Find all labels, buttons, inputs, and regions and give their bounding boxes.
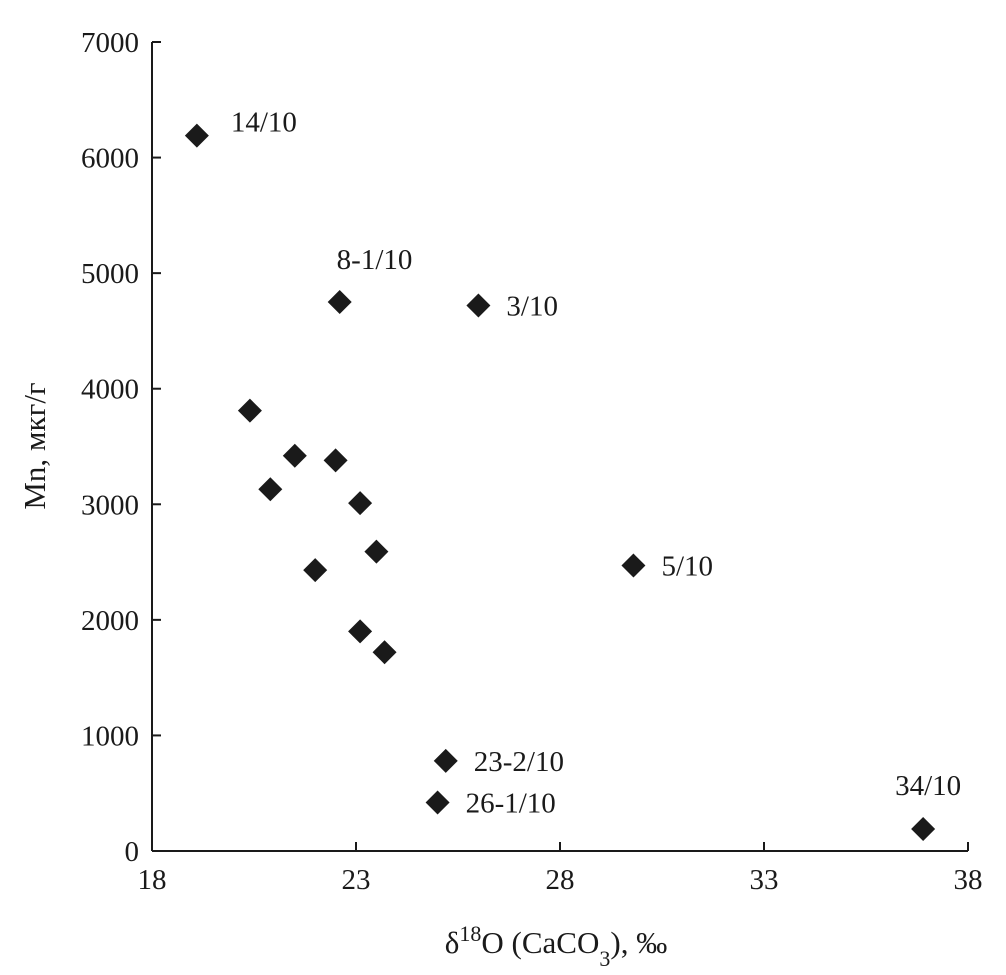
ticks: 0 1000 2000 3000 4000 5000 6000 7000 18 23 28 33 38 <box>81 27 983 896</box>
x-tick-label: 28 <box>546 864 575 896</box>
data-point-marker <box>364 539 389 564</box>
x-tick-label: 38 <box>954 864 983 896</box>
x-tick-label: 23 <box>342 864 371 896</box>
data-point-label: 3/10 <box>506 291 558 323</box>
x-axis-title-suffix: ), ‰ <box>610 925 667 960</box>
y-tick-label: 7000 <box>81 27 139 59</box>
data-point-marker <box>911 817 936 842</box>
data-point-marker <box>327 290 352 315</box>
data-point-marker <box>303 558 328 583</box>
data-point-marker <box>323 448 348 473</box>
x-tick-label: 33 <box>750 864 779 896</box>
x-tick-label: 18 <box>138 864 167 896</box>
data-points <box>184 123 936 842</box>
y-axis-title: Mn, мкг/г <box>17 382 52 509</box>
y-tick-label: 0 <box>125 836 140 868</box>
x-axis-title-mid: O (CaCO <box>481 925 599 960</box>
data-point-marker <box>184 123 209 148</box>
data-point-marker <box>433 748 458 773</box>
data-point-marker <box>425 790 450 815</box>
y-tick-label: 3000 <box>81 489 139 521</box>
data-point-marker <box>348 491 373 516</box>
x-axis-title-prefix: δ <box>445 925 460 960</box>
data-point-marker <box>466 293 491 318</box>
y-tick-label: 5000 <box>81 258 139 290</box>
x-axis-title: δ18O (CaCO3), ‰ <box>445 921 667 971</box>
data-point-label: 23-2/10 <box>474 746 564 778</box>
data-point-label: 8-1/10 <box>337 244 413 276</box>
data-point-label: 34/10 <box>895 770 961 802</box>
data-point-label: 26-1/10 <box>466 787 556 819</box>
axes <box>151 42 968 852</box>
point-labels: 14/10 8-1/10 3/10 5/10 23-2/10 26-1/10 34/10 <box>231 107 961 820</box>
y-tick-label: 6000 <box>81 143 139 175</box>
x-axis-title-sup: 18 <box>459 921 481 946</box>
y-tick-label: 1000 <box>81 720 139 752</box>
data-point-label: 5/10 <box>661 551 713 583</box>
data-point-marker <box>237 398 262 423</box>
data-point-marker <box>372 640 397 665</box>
data-point-marker <box>258 477 283 502</box>
y-tick-label: 4000 <box>81 374 139 406</box>
x-axis-title-sub: 3 <box>599 946 610 971</box>
data-point-marker <box>621 553 646 578</box>
data-point-label: 14/10 <box>231 107 297 139</box>
data-point-marker <box>282 443 307 468</box>
data-point-marker <box>348 619 373 644</box>
y-tick-label: 2000 <box>81 605 139 637</box>
